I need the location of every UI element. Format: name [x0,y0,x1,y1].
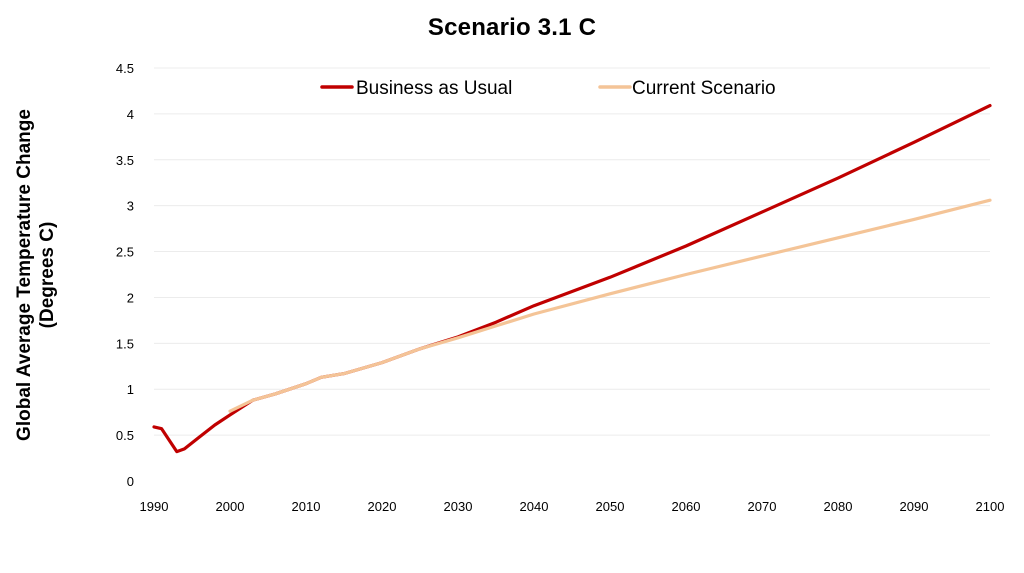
y-tick-label: 4 [127,107,134,122]
y-tick-label: 2.5 [116,245,134,260]
y-tick-label: 4.5 [116,61,134,76]
y-tick-label: 0 [127,474,134,489]
x-tick-label: 2020 [368,499,397,514]
x-tick-label: 2060 [672,499,701,514]
x-tick-label: 2100 [976,499,1005,514]
x-tick-label: 2070 [748,499,777,514]
series-line-business-as-usual [152,104,992,454]
x-tick-label: 2050 [596,499,625,514]
x-tick-label: 2030 [444,499,473,514]
x-tick-label: 2080 [824,499,853,514]
legend-label: Business as Usual [356,78,512,99]
y-tick-label: 3.5 [116,153,134,168]
y-tick-label: 3 [127,199,134,214]
x-tick-label: 2090 [900,499,929,514]
series-line-current-scenario [228,198,992,413]
x-tick-label: 2040 [520,499,549,514]
legend: Business as Usual Current Scenario [320,78,776,99]
chart-title: Scenario 3.1 C [427,14,597,41]
y-tick-label: 0.5 [116,428,134,443]
legend-label: Current Scenario [632,78,776,99]
y-tick-label: 2 [127,290,134,305]
y-axis-ticks: 0 0.5 1 1.5 2 2.5 3 3.5 4 4.5 [116,61,134,489]
gridlines [154,67,990,436]
x-axis-ticks: 1990 2000 2010 2020 2030 2040 2050 2060 2070 2080… [140,499,1005,514]
x-tick-label: 2000 [216,499,245,514]
x-tick-label: 2010 [292,499,321,514]
y-tick-label: 1.5 [116,336,134,351]
y-tick-label: 1 [127,382,134,397]
x-tick-label: 1990 [140,499,169,514]
series-lines [152,104,992,454]
